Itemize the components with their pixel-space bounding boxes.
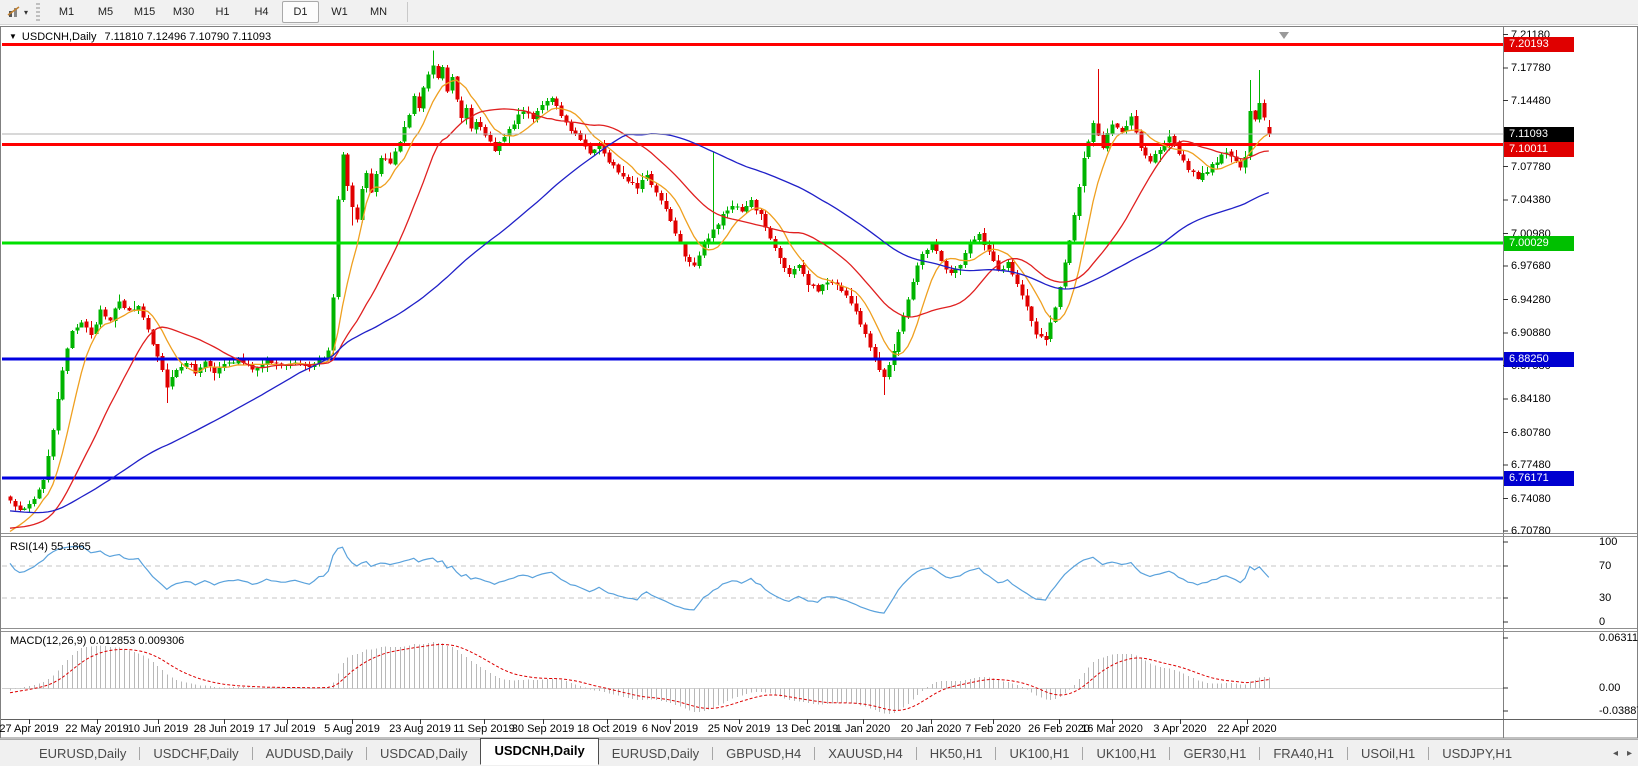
macd-histogram	[10, 642, 1270, 714]
chart-shift-marker-icon	[1279, 32, 1289, 39]
timeframe-buttons: M1 M5 M15 M30 H1 H4 D1 W1 MN	[48, 1, 399, 23]
rsi-line	[9, 545, 1270, 614]
candlesticks-layer	[8, 50, 1272, 513]
chart-tab-eurusd-daily[interactable]: EURUSD,Daily	[611, 745, 700, 761]
timeframe-button-w1[interactable]: W1	[331, 6, 348, 18]
dropdown-caret-icon[interactable]: ▾	[24, 7, 29, 17]
tab-scroll-left-icon[interactable]: ◂	[1612, 748, 1618, 759]
timeframe-button-m15[interactable]: M15	[133, 6, 156, 18]
rsi-panel	[2, 545, 1503, 614]
tab-separator	[915, 746, 917, 760]
chart-tab-audusd-daily[interactable]: AUDUSD,Daily	[265, 745, 354, 761]
timeframe-button-d1[interactable]: D1	[282, 1, 320, 23]
timeframe-button-mn[interactable]: MN	[369, 6, 388, 18]
tab-separator	[1082, 746, 1084, 760]
chart-tab-usdchf-daily[interactable]: USDCHF,Daily	[153, 745, 239, 761]
tab-separator	[1428, 746, 1430, 760]
chart-tab-xauusd-h4[interactable]: XAUUSD,H4	[828, 745, 903, 761]
tab-separator	[814, 746, 816, 760]
timeframe-button-h1[interactable]: H1	[215, 6, 230, 18]
tab-scroll-right-icon[interactable]: ▸	[1626, 748, 1632, 759]
chart-tab-ger30-h1[interactable]: GER30,H1	[1183, 745, 1247, 761]
timeframe-button-h4[interactable]: H4	[254, 6, 269, 18]
main-price-panel	[2, 42, 1503, 533]
timeframe-button-m1[interactable]: M1	[58, 6, 75, 18]
tab-separator	[139, 746, 141, 760]
tab-separator	[251, 746, 253, 760]
tab-scroll-arrows: ◂ ▸	[1613, 740, 1632, 766]
tab-separator	[366, 746, 368, 760]
tab-separator	[712, 746, 714, 760]
chart-tab-usoil-h1[interactable]: USOil,H1	[1361, 745, 1416, 761]
tab-list: EURUSD,Daily USDCHF,Daily AUDUSD,Daily USDC…	[26, 737, 1525, 765]
tab-separator	[1259, 746, 1261, 760]
chart-tab-eurusd-daily[interactable]: EURUSD,Daily	[39, 745, 127, 761]
macd-signal-line	[9, 643, 1269, 711]
timeframe-toolbar: ▾ M1 M5 M15 M30 H1 H4 D1 W1 MN	[0, 0, 1638, 25]
chart-tab-uk100-h1[interactable]: UK100,H1	[1009, 745, 1070, 761]
tab-separator	[1169, 746, 1171, 760]
tab-separator	[1347, 746, 1349, 760]
macd-panel	[2, 642, 1503, 714]
chart-tab-bar: EURUSD,Daily USDCHF,Daily AUDUSD,Daily USDC…	[0, 737, 1638, 766]
timeframe-button-m30[interactable]: M30	[172, 6, 195, 18]
toolbar-separator	[407, 2, 409, 22]
ma-slow-line	[9, 133, 1270, 514]
chart-tab-gbpusd-h4[interactable]: GBPUSD,H4	[726, 745, 802, 761]
chart-tab-uk100-h1[interactable]: UK100,H1	[1096, 745, 1157, 761]
chart-tools-icon[interactable]	[5, 3, 23, 21]
ma-mid-line	[9, 108, 1269, 529]
tab-separator	[995, 746, 997, 760]
chart-tab-fra40-h1[interactable]: FRA40,H1	[1273, 745, 1335, 761]
timeframe-button-m5[interactable]: M5	[97, 6, 114, 18]
toolbar-grip[interactable]	[36, 3, 41, 21]
chart-tab-hk50-h1[interactable]: HK50,H1	[929, 745, 983, 761]
ma-fast-line	[9, 79, 1270, 533]
chart-tab-usdcnh-daily[interactable]: USDCNH,Daily	[480, 737, 599, 765]
chart-tab-usdcad-daily[interactable]: USDCAD,Daily	[380, 745, 468, 761]
chart-tab-usdjpy-h1[interactable]: USDJPY,H1	[1442, 745, 1513, 761]
